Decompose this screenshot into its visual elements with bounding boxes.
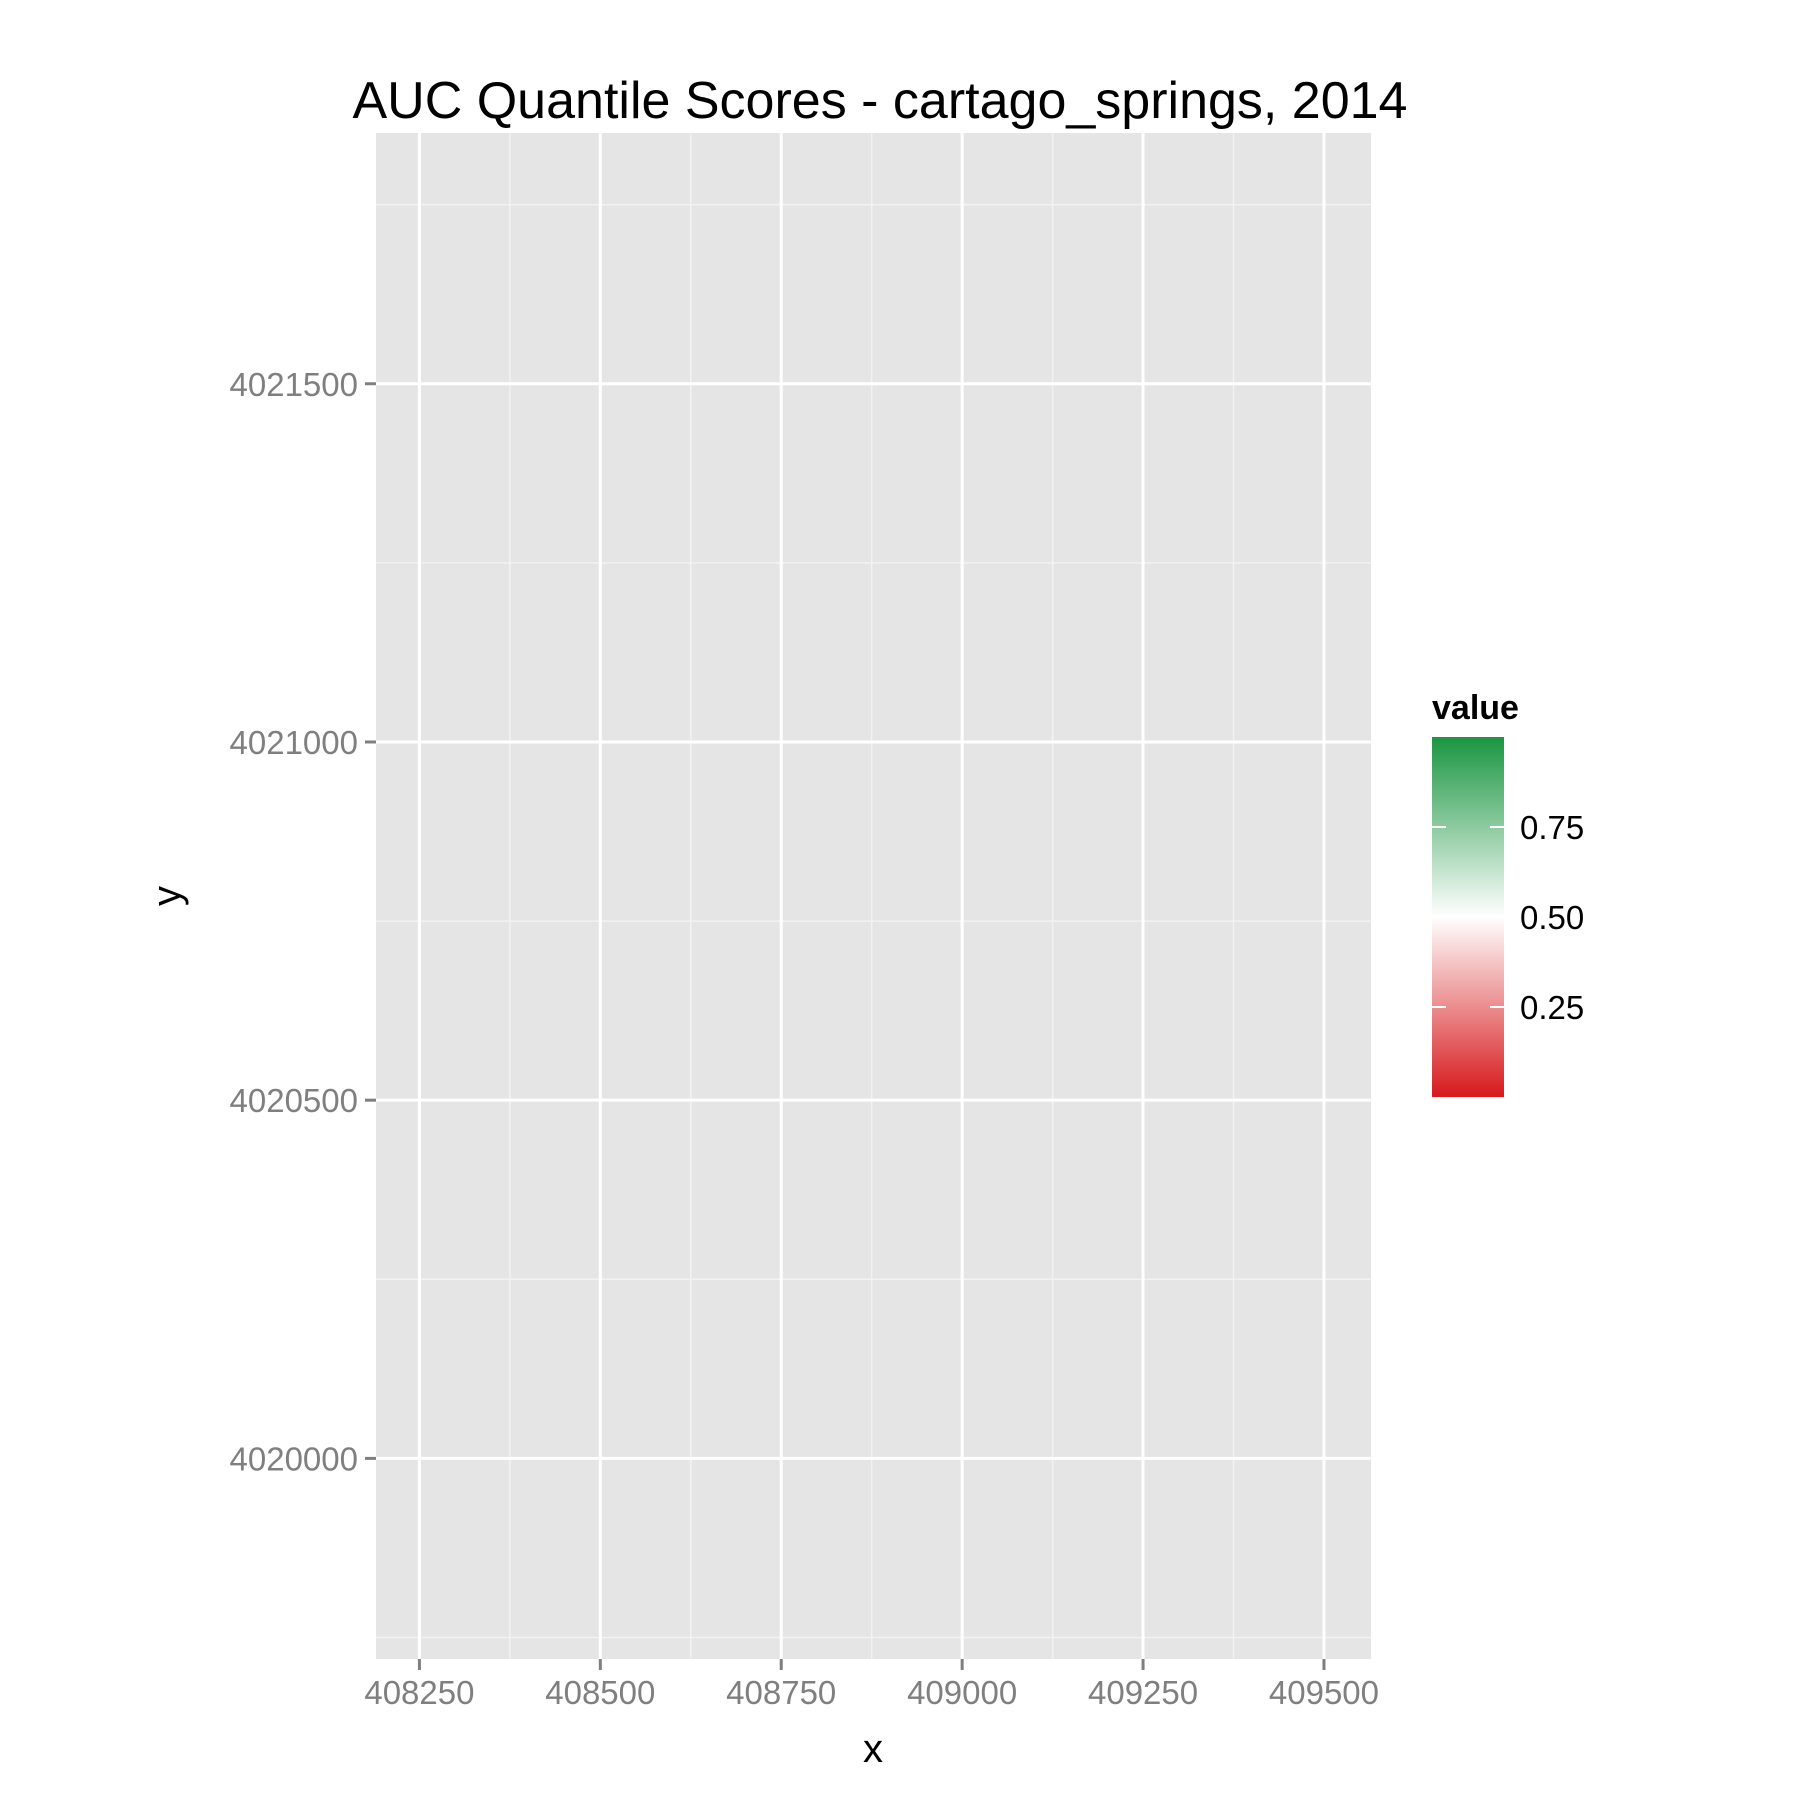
x-tick-label: 408500 <box>545 1674 655 1711</box>
legend-ticks: 0.25 0.50 0.75 <box>1432 809 1584 1026</box>
x-tick-label: 408250 <box>364 1674 474 1711</box>
x-tick-label: 408750 <box>726 1674 836 1711</box>
y-tick-label: 4020000 <box>230 1440 358 1477</box>
y-tick-label: 4021500 <box>230 366 358 403</box>
plot-panel <box>376 133 1371 1659</box>
legend-title: value <box>1432 689 1519 727</box>
y-tick-label: 4020500 <box>230 1082 358 1119</box>
grid-minor <box>376 133 1371 1659</box>
legend-label: 0.75 <box>1520 809 1584 846</box>
legend-label: 0.25 <box>1520 989 1584 1026</box>
x-tick-label: 409000 <box>907 1674 1017 1711</box>
grid-major <box>376 133 1371 1659</box>
x-axis-title: x <box>863 1727 883 1771</box>
y-axis-title: y <box>145 886 189 906</box>
y-tick-label: 4021000 <box>230 724 358 761</box>
chart-title: AUC Quantile Scores - cartago_springs, 2… <box>353 72 1408 130</box>
x-tick-label: 409500 <box>1269 1674 1379 1711</box>
y-axis: 4020000 4020500 4021000 4021500 <box>230 366 376 1477</box>
legend: value 0.25 0.50 0.75 <box>1432 689 1584 1097</box>
x-axis: 408250 408500 408750 409000 409250 409500 <box>364 1659 1379 1711</box>
x-tick-label: 409250 <box>1088 1674 1198 1711</box>
legend-label: 0.50 <box>1520 899 1584 936</box>
